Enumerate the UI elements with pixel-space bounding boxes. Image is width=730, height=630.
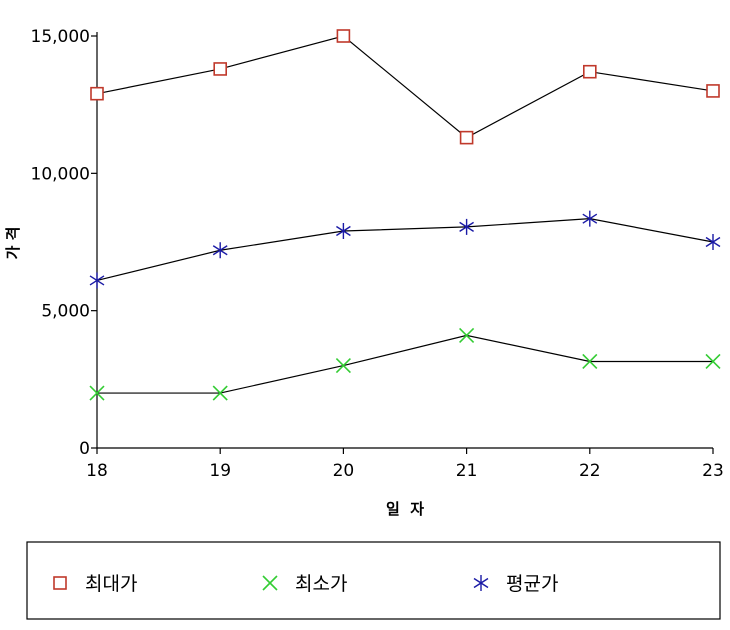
legend-label-1: 최소가 [295,573,347,595]
data-point-0-1 [213,62,227,76]
y-axis-title: 가 격 [4,227,22,260]
y-tick-label: 0 [79,439,90,459]
data-point-0-4 [582,64,597,79]
x-tick-label: 19 [209,461,231,481]
data-point-1-2 [335,358,351,374]
series-line-1 [97,334,713,394]
axes [96,32,713,449]
series-line-0 [96,35,714,139]
data-point-2-4 [582,210,598,227]
data-point-0-0 [90,86,104,101]
data-point-2-5 [705,234,721,250]
legend-items: 최대가 최소가 평균가 [53,573,558,595]
data-point-2-2 [336,223,351,240]
x-ticks: 18 19 20 21 22 23 [86,448,724,481]
data-point-1-3 [459,327,475,343]
legend-marker-0 [53,576,67,590]
y-ticks: 0 5,000 10,000 15,000 [31,27,97,459]
series-lines [96,35,714,394]
legend-marker-2 [473,575,489,591]
legend-label-0: 최대가 [85,573,137,595]
y-tick-label: 10,000 [31,164,90,184]
data-point-1-1 [212,385,228,401]
data-point-1-5 [705,353,721,370]
series-line-2 [96,218,714,282]
x-tick-label: 20 [333,461,355,481]
data-point-0-3 [459,130,474,145]
data-point-0-5 [706,84,720,98]
data-point-2-0 [89,272,105,289]
data-point-1-0 [89,385,105,401]
data-point-2-3 [459,218,474,235]
legend-label-2: 평균가 [506,573,558,595]
legend-marker-1 [262,575,278,591]
x-tick-label: 23 [702,461,724,481]
legend-box [26,541,721,620]
y-tick-label: 5,000 [41,302,90,322]
x-tick-label: 18 [86,461,108,481]
y-tick-label: 15,000 [31,27,90,47]
x-axis-title: 일 자 [386,500,424,518]
x-tick-label: 21 [456,461,478,481]
legend: 최대가 최소가 평균가 [26,541,721,620]
data-point-1-4 [582,353,598,370]
x-tick-label: 22 [579,461,601,481]
data-point-0-2 [336,29,351,43]
series-markers [89,29,721,401]
data-point-2-1 [212,242,228,259]
